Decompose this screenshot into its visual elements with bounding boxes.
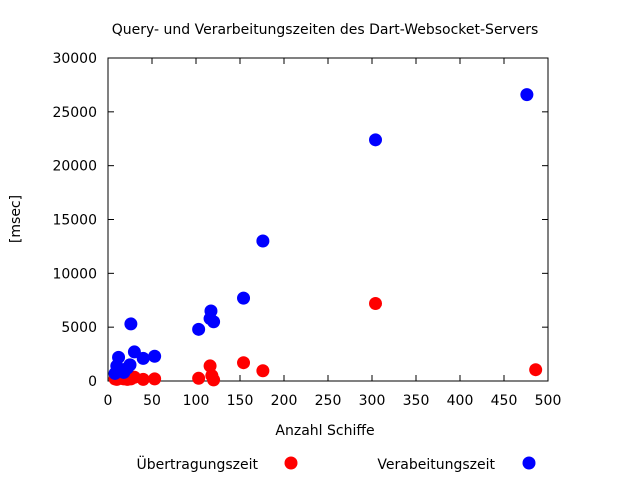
- series-1: [108, 88, 534, 380]
- data-point: [192, 371, 206, 385]
- legend-label-verabeitungszeit: Verabeitungszeit: [377, 457, 495, 473]
- plot-border: [107, 57, 549, 382]
- y-axis-label: [msec]: [8, 195, 24, 243]
- x-tick-label: 450: [491, 393, 518, 409]
- x-axis-ticks: 0 50 100 150 200 250 300 350 400 450 500: [104, 58, 562, 409]
- x-tick-label: 350: [403, 393, 430, 409]
- plot-frame: [107, 57, 549, 382]
- data-points: [108, 88, 543, 387]
- data-point: [112, 350, 126, 364]
- data-point: [124, 317, 138, 331]
- data-point: [192, 322, 206, 336]
- x-tick-label: 150: [227, 393, 254, 409]
- data-point: [136, 372, 150, 386]
- data-point: [237, 291, 251, 305]
- data-point: [237, 356, 251, 370]
- legend-label-uebertragungszeit: Übertragungszeit: [137, 455, 259, 473]
- x-tick-label: 500: [535, 393, 562, 409]
- x-tick-label: 50: [143, 393, 161, 409]
- y-tick-label: 20000: [52, 159, 97, 175]
- legend-marker-uebertragungszeit: [284, 456, 298, 470]
- y-tick-label: 25000: [52, 105, 97, 121]
- data-point: [203, 359, 217, 373]
- y-tick-label: 5000: [61, 320, 97, 336]
- x-tick-label: 100: [183, 393, 210, 409]
- data-point: [204, 304, 218, 318]
- x-tick-label: 400: [447, 393, 474, 409]
- chart-title: Query- und Verarbeitungszeiten des Dart-…: [112, 22, 539, 38]
- x-tick-label: 0: [104, 393, 113, 409]
- legend-marker-verabeitungszeit: [522, 456, 536, 470]
- data-point: [369, 296, 383, 310]
- data-point: [369, 133, 383, 147]
- data-point: [123, 358, 137, 372]
- data-point: [207, 373, 221, 387]
- data-point: [207, 315, 221, 329]
- data-point: [148, 349, 162, 363]
- y-tick-label: 10000: [52, 266, 97, 282]
- data-point: [256, 364, 270, 378]
- data-point: [256, 234, 270, 248]
- x-tick-label: 200: [271, 393, 298, 409]
- x-tick-label: 300: [359, 393, 386, 409]
- x-tick-label: 250: [315, 393, 342, 409]
- data-point: [520, 88, 534, 102]
- y-axis-ticks: 0 5000 10000 15000 20000 25000 30000: [52, 51, 548, 390]
- data-point: [136, 351, 150, 365]
- data-point: [529, 363, 543, 377]
- y-tick-label: 0: [88, 374, 97, 390]
- series-0: [108, 296, 543, 387]
- legend: Übertragungszeit Verabeitungszeit: [137, 455, 536, 473]
- data-point: [148, 372, 162, 386]
- x-axis-label: Anzahl Schiffe: [275, 423, 374, 439]
- y-tick-label: 15000: [52, 213, 97, 229]
- y-tick-label: 30000: [52, 51, 97, 67]
